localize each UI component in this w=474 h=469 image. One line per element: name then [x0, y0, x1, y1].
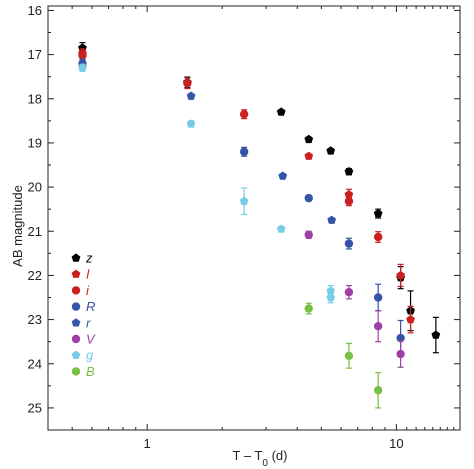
data-point [276, 224, 286, 233]
data-point [344, 239, 354, 248]
legend-marker-I [71, 269, 81, 278]
data-point [186, 91, 196, 100]
y-axis-title: AB magnitude [10, 185, 25, 267]
legend-marker-R [71, 302, 81, 311]
x-tick-label: 10 [389, 436, 403, 451]
data-point [304, 304, 313, 313]
data-point [78, 43, 87, 52]
data-point [373, 208, 383, 218]
data-point [344, 167, 354, 176]
data-point [78, 51, 87, 60]
data-series [78, 42, 441, 409]
y-tick-label: 20 [28, 180, 42, 195]
x-axis-title-main: T – T [233, 448, 263, 463]
legend-label-V: V [86, 332, 96, 347]
data-point [327, 215, 337, 224]
data-point [406, 314, 415, 324]
data-point [373, 232, 383, 242]
data-point [326, 292, 336, 302]
y-tick-label: 19 [28, 135, 42, 150]
data-point [239, 110, 249, 119]
y-tick-label: 24 [28, 356, 42, 371]
data-point [278, 171, 288, 180]
data-point [304, 193, 313, 203]
data-point [344, 197, 354, 206]
y-tick-label: 16 [28, 3, 42, 18]
legend-marker-B [71, 367, 81, 376]
legend-label-I: I [86, 267, 90, 282]
series-V [304, 230, 405, 368]
data-point [344, 351, 354, 360]
data-point [396, 270, 405, 280]
data-point [373, 293, 383, 302]
y-tick-label: 22 [28, 268, 42, 283]
y-tick-label: 18 [28, 91, 42, 106]
legend-marker-V [71, 334, 81, 344]
legend-marker-z [71, 253, 81, 262]
y-tick-label: 25 [28, 400, 42, 415]
data-point [431, 330, 441, 339]
data-point [396, 349, 405, 359]
x-axis-title-subscript: 0 [262, 458, 268, 469]
legend-marker-g [71, 350, 81, 359]
y-tick-label: 17 [28, 47, 42, 62]
plot-frame [47, 5, 461, 431]
data-point [304, 134, 314, 144]
y-tick-label: 23 [28, 312, 42, 327]
data-point [373, 322, 383, 331]
legend-label-z: z [85, 251, 93, 266]
series-z [78, 42, 441, 354]
series-r [186, 91, 337, 224]
legend-marker-r [71, 318, 81, 327]
data-point [373, 386, 383, 395]
series-g [78, 63, 336, 304]
legend-label-r: r [86, 315, 91, 330]
x-axis-title: T – T0 (d) [233, 448, 288, 469]
series-B [304, 302, 383, 409]
data-point [183, 79, 192, 88]
data-point [344, 288, 354, 297]
data-point [276, 107, 286, 116]
legend-label-R: R [86, 299, 95, 314]
data-point [239, 147, 249, 156]
legend-label-B: B [86, 364, 95, 379]
data-point [78, 63, 87, 72]
x-tick-label: 1 [144, 436, 151, 451]
x-axis-title-unit: (d) [268, 448, 288, 463]
series-I [78, 48, 415, 334]
data-point [326, 146, 336, 155]
data-point [239, 196, 249, 205]
data-point [186, 119, 196, 128]
data-point [304, 151, 314, 160]
axes: 16 17 18 19 20 21 22 23 24 25 1 10 [28, 3, 461, 451]
series-R [78, 58, 405, 357]
legend-label-g: g [86, 348, 94, 363]
data-point [304, 230, 313, 239]
series-i [78, 50, 383, 243]
legend-marker-i [71, 286, 81, 295]
y-tick-label: 21 [28, 224, 42, 239]
legend-label-i: i [86, 283, 90, 298]
